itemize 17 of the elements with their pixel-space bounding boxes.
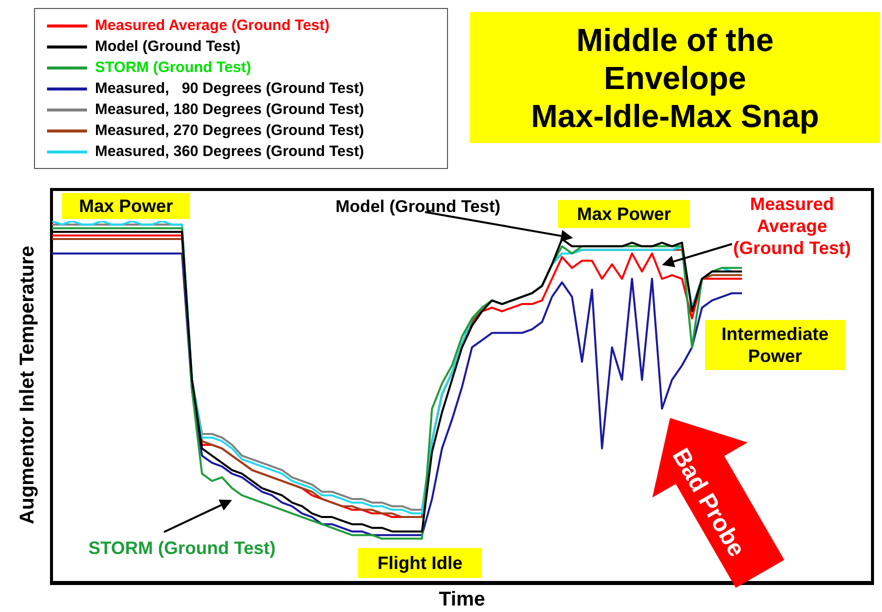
legend-label: Measured, 270 Degrees (Ground Test) bbox=[95, 122, 364, 139]
legend-label: Measured, 360 Degrees (Ground Test) bbox=[95, 143, 364, 160]
annotation: Max Power bbox=[576, 203, 672, 225]
annotation: Intermediate Power bbox=[705, 323, 845, 367]
x-axis-title: Time bbox=[438, 588, 486, 612]
annotation: Measured Average (Ground Test) bbox=[732, 193, 852, 259]
legend-label: Model (Ground Test) bbox=[95, 38, 241, 55]
legend-label: STORM (Ground Test) bbox=[95, 59, 252, 76]
annotation: Flight Idle bbox=[378, 552, 462, 574]
annotation: STORM (Ground Test) bbox=[88, 537, 276, 559]
legend-label: Measured, 90 Degrees (Ground Test) bbox=[95, 80, 364, 97]
legend-label: Measured Average (Ground Test) bbox=[95, 17, 330, 34]
text: Model (Ground Test) bbox=[336, 196, 500, 218]
y-axis-title: Augmentor Inlet Temperature bbox=[16, 246, 40, 524]
chart-title: Middle of the Envelope Max-Idle-Max Snap bbox=[530, 22, 820, 134]
text: Max Power bbox=[78, 195, 174, 217]
legend-label: Measured, 180 Degrees (Ground Test) bbox=[95, 101, 364, 118]
